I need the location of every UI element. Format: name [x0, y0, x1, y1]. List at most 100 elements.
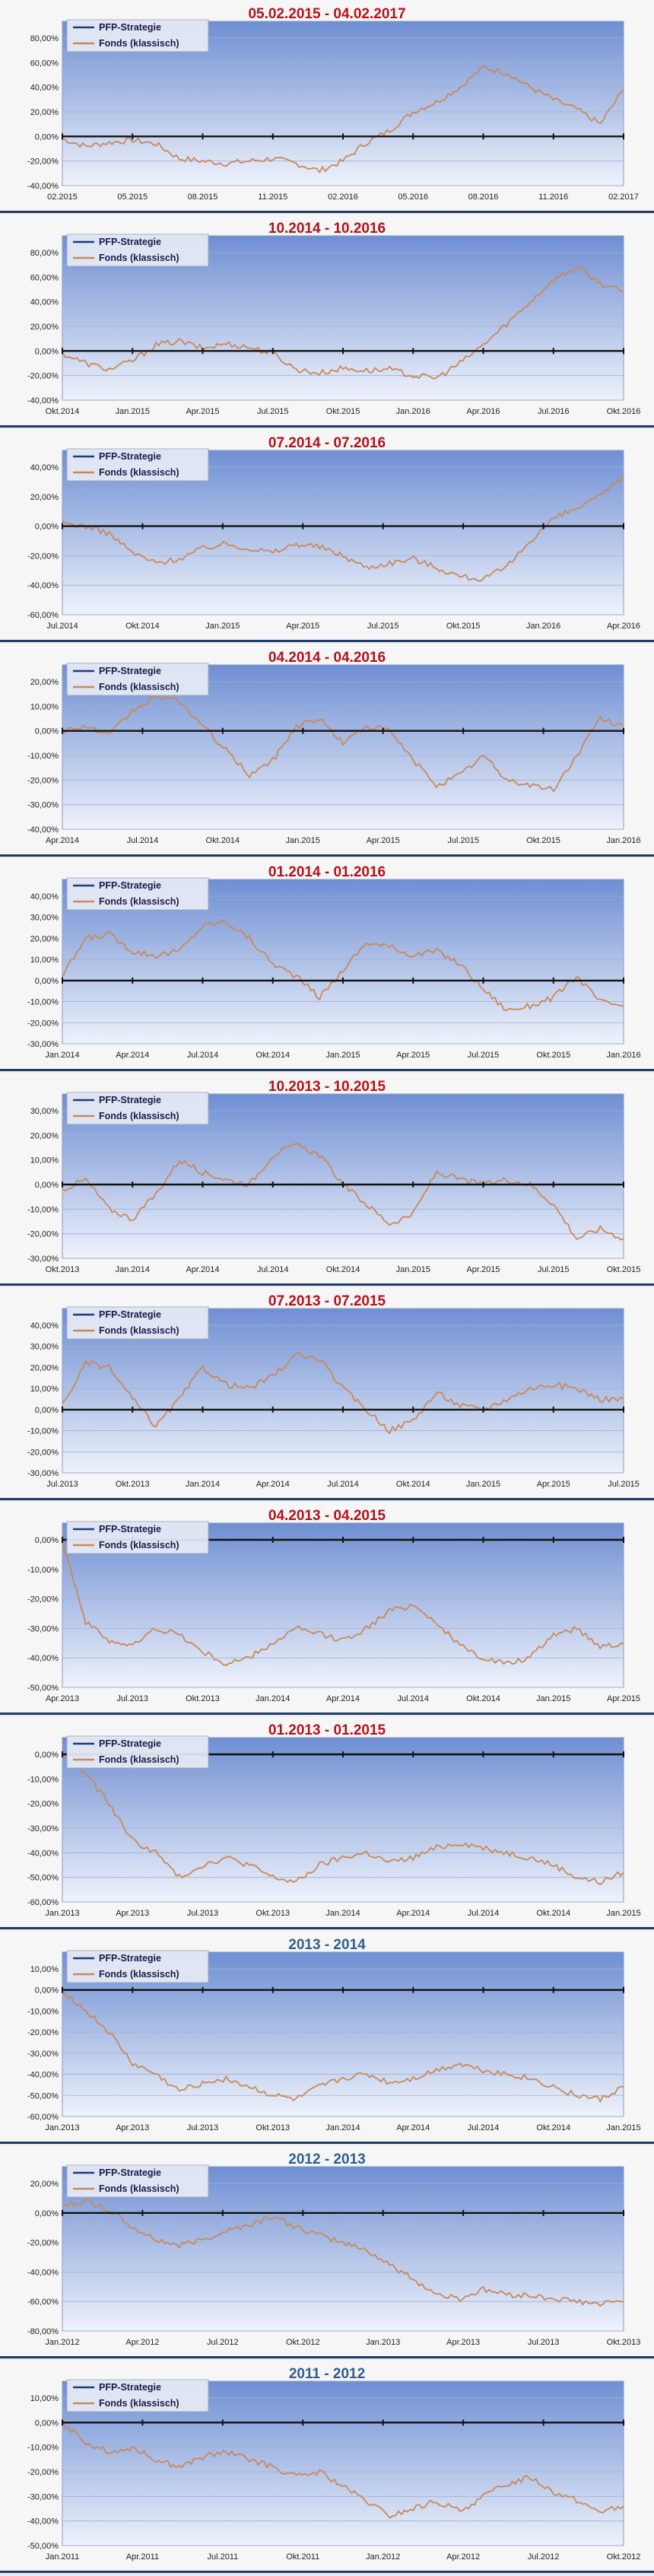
x-tick-label: Apr.2012: [125, 2338, 159, 2347]
x-tick-label: Jan.2013: [366, 2338, 400, 2347]
y-tick-label: -10,00%: [27, 2007, 59, 2016]
legend: PFP-Strategie Fonds (klassisch): [66, 2379, 209, 2412]
y-tick-label: -20,00%: [27, 776, 59, 785]
y-tick-label: 60,00%: [30, 273, 59, 282]
series-fund-line: [62, 1351, 624, 1435]
chart-panel: 05.02.2015 - 04.02.2017 80,00% 60,00% 40,00…: [0, 0, 654, 213]
chart-title: 2011 - 2012: [288, 2366, 366, 2382]
x-tick-label: Okt.2012: [286, 2338, 320, 2347]
x-tick-label: Jul.2015: [468, 1051, 500, 1060]
y-tick-label: -60,00%: [27, 2298, 59, 2307]
legend: PFP-Strategie Fonds (klassisch): [66, 1521, 209, 1554]
chart-panel: 01.2014 - 01.2016 40,00% 30,00% 20,00% 10,00…: [0, 858, 654, 1071]
y-tick-label: 0,00%: [35, 727, 59, 736]
legend: PFP-Strategie Fonds (klassisch): [66, 1735, 209, 1769]
y-tick-label: 20,00%: [30, 678, 59, 687]
x-tick-label: Okt.2015: [326, 407, 360, 416]
x-tick-label: Okt.2014: [46, 407, 80, 416]
x-tick-label: Okt.2012: [607, 2552, 641, 2562]
chart-panel: 10.2013 - 10.2015 30,00% 20,00% 10,00% 0,00%…: [0, 1073, 654, 1286]
y-tick-label: 10,00%: [30, 702, 59, 711]
legend-strategy-label: PFP-Strategie: [99, 1095, 161, 1105]
chart-svg: 80,00% 60,00% 40,00% 20,00% 0,00% -20,00% -40,…: [27, 234, 640, 416]
legend-strategy-label: PFP-Strategie: [99, 1309, 161, 1320]
chart-svg: 40,00% 30,00% 20,00% 10,00% 0,00% -10,00% -20,…: [27, 1306, 640, 1489]
y-tick-label: -10,00%: [27, 752, 59, 761]
chart-svg: 10,00% 0,00% -10,00% -20,00% -30,00% -40,00% -…: [27, 2379, 641, 2562]
legend-strategy-label: PFP-Strategie: [99, 1524, 161, 1534]
y-tick-label: -40,00%: [27, 396, 59, 405]
y-tick-label: 10,00%: [30, 1385, 59, 1394]
chart-title: 2012 - 2013: [288, 2151, 366, 2167]
x-tick-label: Jul.2011: [207, 2552, 238, 2562]
x-tick-label: Apr.2014: [186, 1265, 219, 1274]
legend-strategy-label: PFP-Strategie: [99, 1738, 161, 1749]
x-tick-label: 02.2015: [47, 192, 78, 202]
x-tick-label: Okt.2014: [125, 622, 160, 631]
y-tick-label: -30,00%: [27, 1469, 59, 1478]
x-tick-label: Okt.2015: [526, 836, 560, 845]
x-tick-label: Jan.2015: [116, 407, 150, 416]
legend-strategy-label: PFP-Strategie: [99, 2167, 161, 2178]
y-tick-label: -30,00%: [27, 1624, 59, 1633]
x-tick-label: Okt.2013: [607, 2338, 641, 2347]
x-tick-label: Jan.2016: [606, 836, 640, 845]
y-tick-label: 0,00%: [35, 132, 59, 142]
y-tick-label: -50,00%: [27, 1874, 59, 1883]
legend: PFP-Strategie Fonds (klassisch): [66, 448, 209, 482]
y-tick-label: -10,00%: [27, 1566, 59, 1575]
x-tick-label: Okt.2011: [286, 2552, 319, 2562]
x-tick-label: Jan.2015: [286, 836, 320, 845]
x-tick-label: Apr.2013: [116, 1909, 149, 1918]
legend-fund-label: Fonds (klassisch): [99, 1111, 179, 1121]
x-tick-label: Jan.2015: [536, 1694, 570, 1703]
x-tick-label: Jul.2013: [187, 2123, 219, 2132]
x-tick-label: Apr.2016: [466, 407, 500, 416]
legend: PFP-Strategie Fonds (klassisch): [66, 19, 209, 52]
legend-box: [66, 2164, 209, 2198]
x-tick-label: Jan.2015: [466, 1480, 500, 1489]
series-fund-line: [62, 1754, 624, 1886]
y-tick-label: 20,00%: [30, 493, 59, 502]
x-tick-label: Jan.2015: [606, 2123, 640, 2132]
chart-svg: 20,00% 0,00% -20,00% -40,00% -60,00% -80,00% J…: [27, 2164, 641, 2347]
y-tick-label: 0,00%: [35, 2419, 59, 2428]
y-tick-label: 10,00%: [30, 1156, 59, 1166]
series-fund-line: [62, 919, 624, 1011]
y-tick-label: -40,00%: [27, 2071, 59, 2080]
x-tick-label: 05.2015: [117, 192, 148, 202]
y-tick-label: 0,00%: [35, 2209, 59, 2218]
legend: PFP-Strategie Fonds (klassisch): [66, 1092, 209, 1125]
x-tick-label: Apr.2014: [396, 2123, 430, 2132]
chart-panel: 2013 - 2014 10,00% 0,00% -10,00% -20,00% -30,…: [0, 1931, 654, 2144]
legend-fund-label: Fonds (klassisch): [99, 467, 179, 478]
x-tick-label: Jan.2016: [396, 407, 430, 416]
x-tick-label: 02.2017: [608, 192, 639, 202]
chart-panel: 04.2013 - 04.2015 0,00% -10,00% -20,00% -30,…: [0, 1502, 654, 1715]
chart-title: 10.2013 - 10.2015: [268, 1079, 386, 1095]
y-tick-label: 20,00%: [30, 2180, 59, 2189]
x-tick-label: Jul.2013: [528, 2338, 560, 2347]
chart-svg: 30,00% 20,00% 10,00% 0,00% -10,00% -20,00% -30…: [27, 1092, 640, 1274]
y-tick-label: 0,00%: [35, 523, 59, 532]
y-tick-label: 20,00%: [30, 108, 59, 117]
y-tick-label: -40,00%: [27, 2268, 59, 2277]
y-tick-label: 60,00%: [30, 59, 59, 68]
x-tick-label: Apr.2014: [116, 1051, 149, 1060]
y-tick-label: -80,00%: [27, 2327, 59, 2336]
y-tick-label: -40,00%: [27, 2517, 59, 2527]
x-tick-label: 08.2016: [468, 192, 499, 202]
x-tick-label: 02.2016: [328, 192, 358, 202]
chart-svg: 10,00% 0,00% -10,00% -20,00% -30,00% -40,00% -…: [27, 1950, 641, 2132]
series-fund-line: [62, 1989, 624, 2104]
y-tick-label: 20,00%: [30, 1363, 59, 1372]
legend-box: [66, 1092, 209, 1125]
x-tick-label: Jul.2016: [538, 407, 570, 416]
chart-panel: 07.2013 - 07.2015 40,00% 30,00% 20,00% 10,00…: [0, 1287, 654, 1500]
y-tick-label: -30,00%: [27, 801, 59, 810]
x-tick-label: Jan.2016: [606, 1051, 640, 1060]
x-tick-label: Jan.2011: [46, 2552, 79, 2562]
x-tick-label: Apr.2012: [446, 2552, 480, 2562]
y-tick-label: -10,00%: [27, 1775, 59, 1784]
x-tick-label: Jul.2014: [127, 836, 159, 845]
